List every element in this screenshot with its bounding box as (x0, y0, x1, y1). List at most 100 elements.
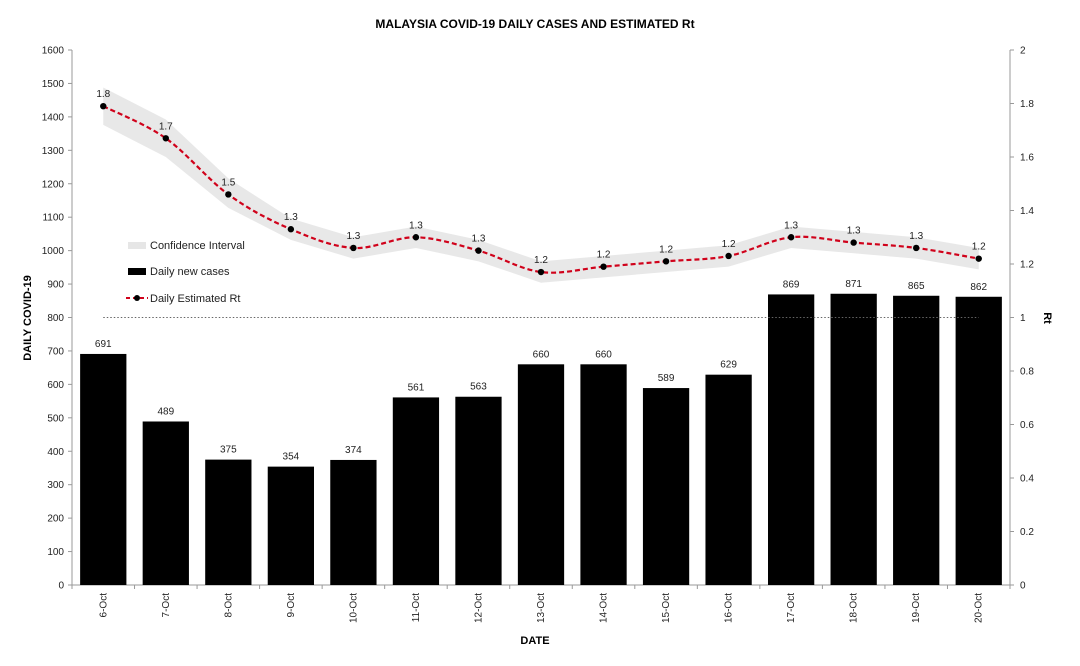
y-tick-label: 1500 (42, 79, 65, 90)
y-tick-label: 1600 (42, 46, 65, 57)
rt-value-label: 1.2 (659, 244, 673, 255)
bar (642, 388, 690, 585)
x-tick-label: 9-Oct (286, 593, 297, 618)
bar (767, 294, 815, 585)
rt-value-label: 1.3 (784, 220, 798, 231)
rt-point (725, 252, 732, 260)
rt-point (162, 135, 169, 142)
y2-tick-label: 0.2 (1020, 527, 1034, 538)
y-tick-label: 0 (58, 581, 64, 592)
x-tick-label: 8-Oct (223, 593, 234, 618)
bar-value-label: 871 (845, 279, 862, 290)
x-tick-label: 19-Oct (911, 593, 922, 623)
y2-tick-label: 2 (1020, 46, 1026, 57)
confidence-band (103, 87, 979, 283)
bar-value-label: 869 (783, 279, 800, 290)
y2-tick-label: 1.4 (1020, 206, 1034, 217)
rt-point (600, 263, 607, 270)
legend-label-confidence-interval: Confidence Interval (150, 240, 245, 252)
x-tick-label: 11-Oct (411, 593, 422, 622)
x-tick-label: 12-Oct (473, 593, 484, 623)
bar (830, 293, 877, 585)
rt-point (850, 239, 857, 246)
x-tick-label: 16-Oct (724, 593, 735, 623)
rt-point (100, 102, 107, 110)
bar (517, 364, 565, 585)
y-tick-label: 500 (47, 413, 64, 424)
y-tick-label: 100 (47, 547, 64, 558)
rt-value-label: 1.5 (221, 177, 235, 188)
y2-tick-label: 1.2 (1020, 260, 1034, 271)
rt-value-label: 1.3 (909, 231, 923, 242)
bar-value-label: 375 (220, 445, 237, 456)
y2-tick-label: 1 (1020, 313, 1026, 324)
chart-title: MALAYSIA COVID-19 DAILY CASES AND ESTIMA… (375, 17, 694, 31)
y-axis-title: DAILY COVID-19 (22, 275, 34, 361)
rt-point (225, 191, 232, 198)
y-tick-label: 800 (47, 313, 64, 324)
rt-point (975, 255, 982, 262)
rt-value-label: 1.2 (972, 242, 986, 253)
x-tick-label: 18-Oct (849, 593, 860, 623)
bar-value-label: 660 (595, 349, 612, 360)
rt-point (913, 244, 920, 252)
y-tick-label: 200 (47, 514, 64, 525)
x-tick-label: 7-Oct (161, 593, 172, 618)
x-tick-label: 20-Oct (974, 593, 985, 623)
rt-value-label: 1.8 (96, 89, 110, 100)
rt-point (475, 247, 482, 254)
y-tick-label: 700 (47, 346, 64, 357)
bar-value-label: 862 (970, 282, 987, 293)
y2-tick-label: 0.4 (1020, 474, 1034, 485)
rt-point (412, 234, 420, 241)
y2-tick-label: 1.6 (1020, 153, 1034, 164)
bar (455, 396, 502, 585)
rt-value-label: 1.3 (346, 231, 360, 242)
y-tick-label: 1200 (42, 179, 65, 190)
bar-value-label: 489 (157, 406, 174, 417)
bar (580, 364, 627, 585)
rt-value-label: 1.2 (597, 250, 611, 261)
rt-point (787, 234, 795, 241)
rt-point (662, 258, 670, 265)
bar (893, 295, 940, 585)
x-tick-label: 13-Oct (536, 593, 547, 623)
legend-swatch-daily-new-cases (128, 268, 146, 275)
y2-tick-label: 1.8 (1020, 99, 1034, 110)
x-tick-label: 10-Oct (348, 593, 359, 623)
x-tick-label: 6-Oct (98, 593, 109, 618)
y-tick-label: 400 (47, 447, 64, 458)
y-tick-label: 1000 (42, 246, 65, 257)
bar (392, 397, 440, 585)
rt-value-label: 1.3 (472, 234, 486, 245)
bar-value-label: 660 (533, 349, 550, 360)
bar (205, 459, 252, 585)
legend-label-daily-new-cases: Daily new cases (150, 266, 230, 278)
bar-value-label: 589 (658, 373, 675, 384)
y-tick-label: 1100 (42, 213, 64, 224)
rt-value-label: 1.7 (159, 121, 173, 132)
rt-value-label: 1.2 (534, 255, 548, 266)
bar-value-label: 561 (408, 382, 425, 393)
y2-tick-label: 0 (1020, 581, 1026, 592)
legend-swatch-confidence-interval (128, 242, 146, 249)
bar-value-label: 563 (470, 382, 487, 393)
rt-point (350, 244, 357, 252)
y-tick-label: 900 (47, 280, 64, 291)
y2-tick-label: 0.6 (1020, 420, 1034, 431)
legend-label-daily-estimated-rt: Daily Estimated Rt (150, 293, 240, 305)
bar (80, 353, 127, 585)
bar-value-label: 865 (908, 281, 925, 292)
rt-value-label: 1.3 (847, 226, 861, 237)
bar (267, 466, 315, 585)
x-axis-title: DATE (520, 635, 549, 647)
x-tick-label: 17-Oct (786, 593, 797, 623)
y-tick-label: 300 (47, 480, 64, 491)
rt-point (537, 268, 545, 276)
x-tick-label: 15-Oct (661, 593, 672, 623)
y-tick-label: 600 (47, 380, 64, 391)
bar (705, 374, 752, 585)
y-tick-label: 1400 (42, 112, 65, 123)
x-tick-label: 14-Oct (599, 593, 610, 623)
y2-axis-title: Rt (1041, 312, 1053, 324)
